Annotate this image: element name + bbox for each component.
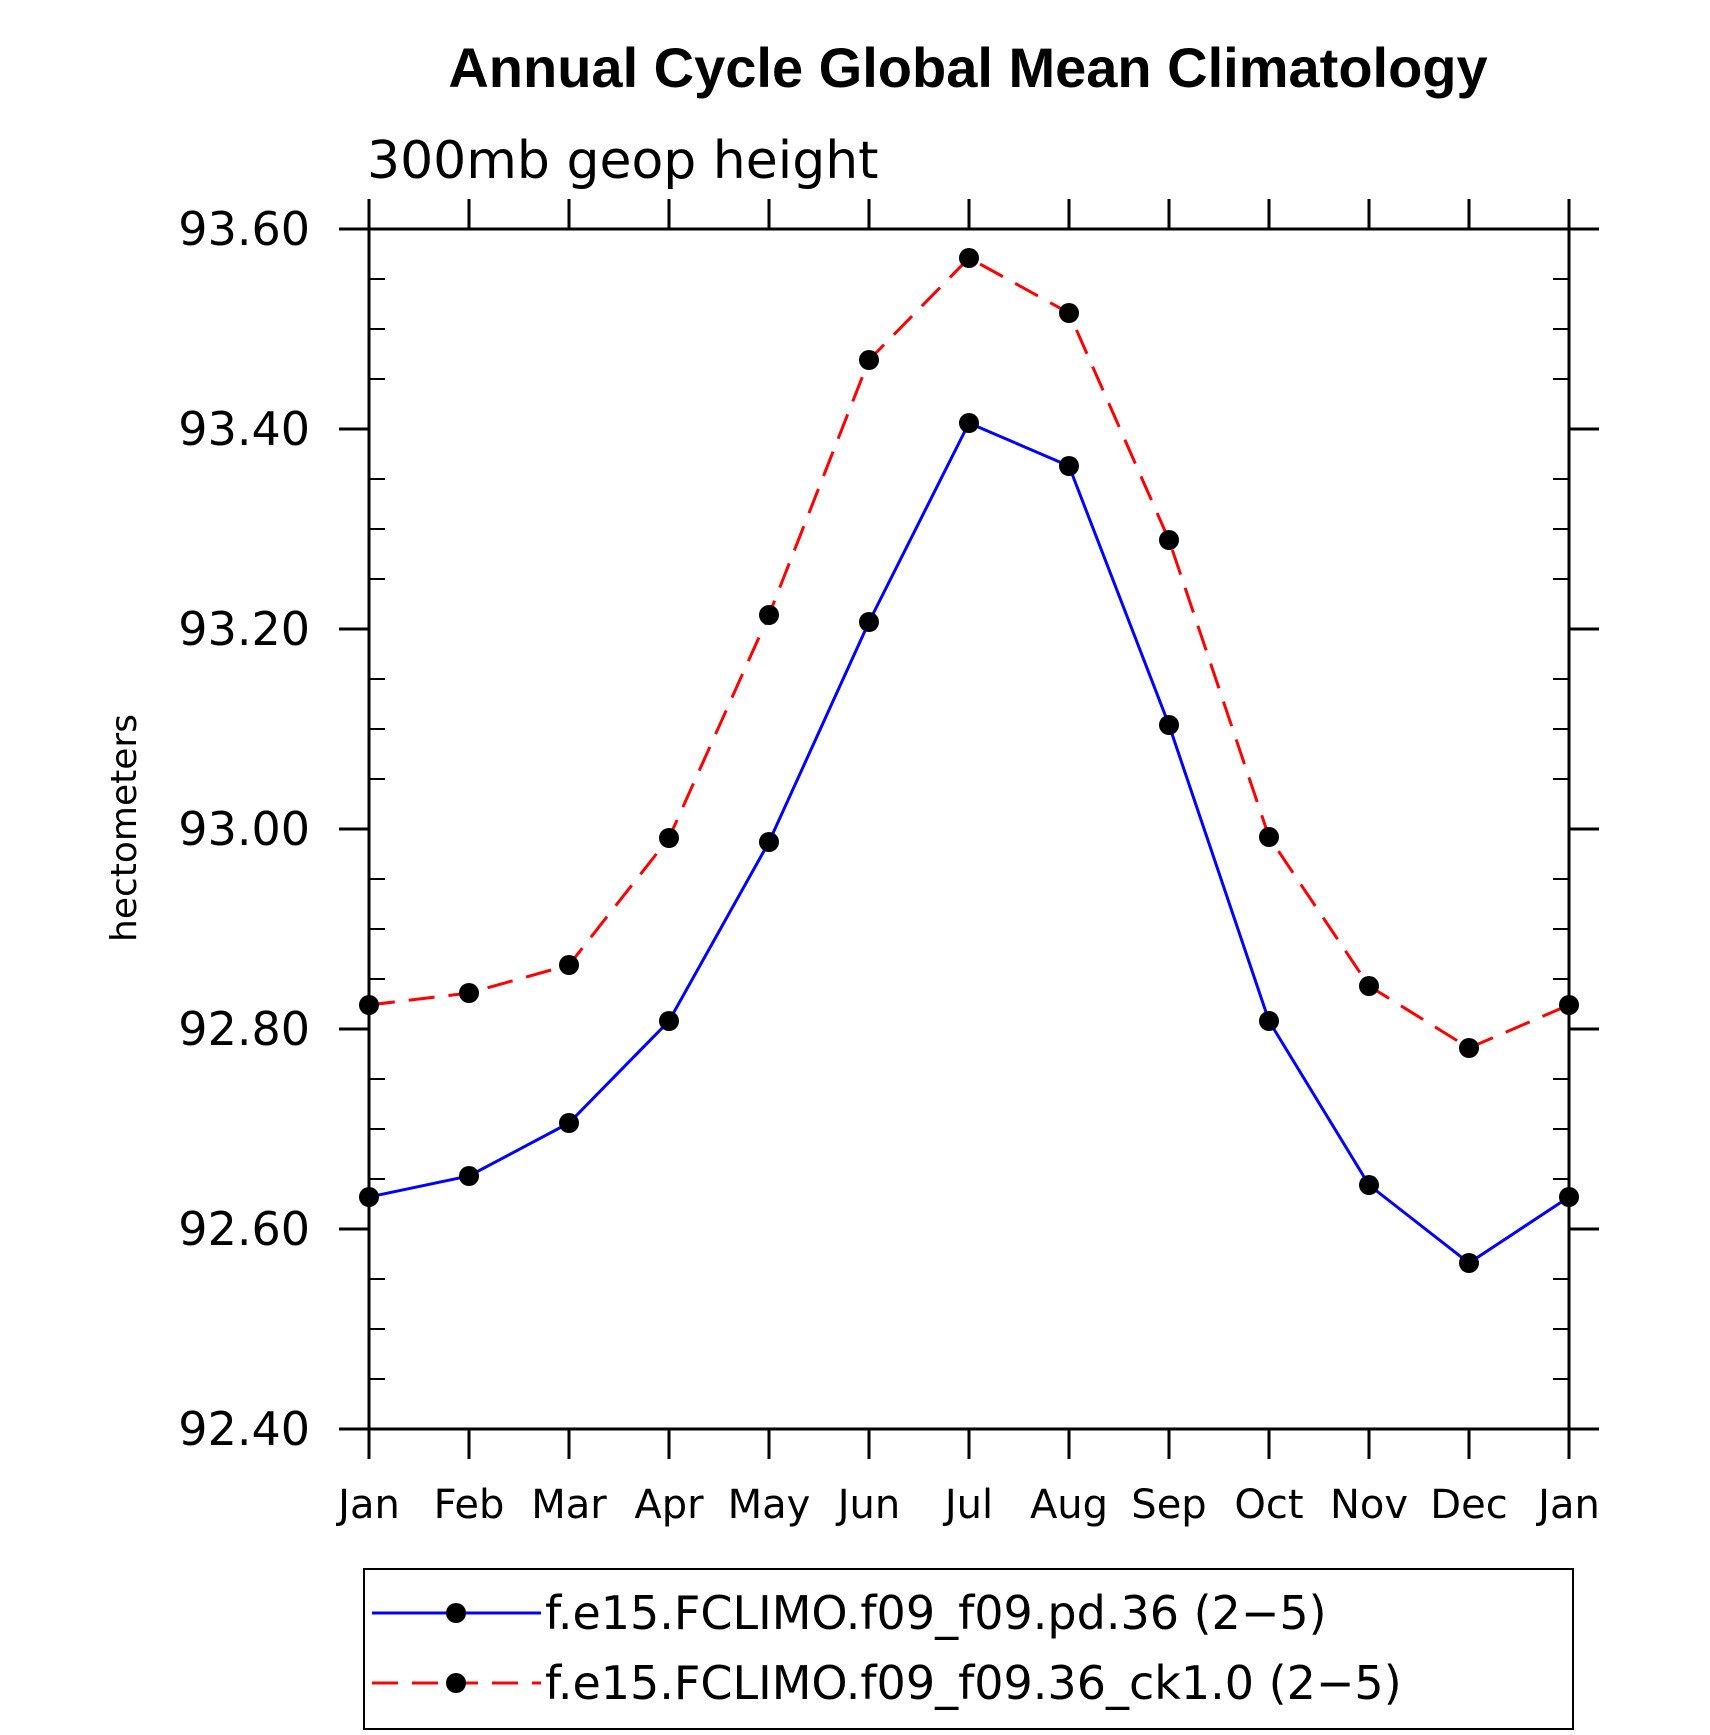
x-tick-label: Jan xyxy=(335,1482,400,1528)
series-2-point xyxy=(1259,827,1279,847)
y-tick-label: 92.40 xyxy=(178,1402,310,1456)
x-tick-label: Apr xyxy=(634,1482,704,1528)
chart-title: Annual Cycle Global Mean Climatology xyxy=(448,36,1487,99)
series-1-point xyxy=(1059,456,1079,476)
y-tick-label: 93.40 xyxy=(178,402,310,456)
y-tick-labels: 92.40 92.60 92.80 93.00 93.20 93.40 93.60 xyxy=(178,202,310,1456)
x-tick-label: Mar xyxy=(531,1482,607,1528)
series-1-point xyxy=(359,1187,379,1207)
series-1-point xyxy=(559,1113,579,1133)
y-tick-label: 93.00 xyxy=(178,802,310,856)
series-1-point xyxy=(959,413,979,433)
y-axis-label: hectometers xyxy=(104,714,145,942)
plot-frame xyxy=(367,227,1571,1431)
series-2-point xyxy=(659,828,679,848)
series-2-point xyxy=(359,995,379,1015)
legend-label-series-2: f.e15.FCLIMO.f09_f09.36_ck1.0 (2−5) xyxy=(545,1656,1402,1710)
series-1-point xyxy=(1359,1175,1379,1195)
series-2-line xyxy=(368,256,1570,1050)
series-1-point xyxy=(1459,1253,1479,1273)
x-tick-label: Sep xyxy=(1131,1482,1206,1528)
series-1-point xyxy=(459,1166,479,1186)
series-2-point xyxy=(559,955,579,975)
series-1-point xyxy=(659,1011,679,1031)
x-tick-labels: Jan Feb Mar Apr May Jun Jul Aug Sep Oct Nov Dec Jan xyxy=(335,1482,1600,1528)
series-2-point xyxy=(1459,1038,1479,1058)
series-1-line xyxy=(368,421,1570,1265)
x-tick-label: Dec xyxy=(1430,1482,1507,1528)
x-tick-label: Oct xyxy=(1234,1482,1303,1528)
legend-marker-series-1 xyxy=(446,1603,466,1623)
x-tick-label: Feb xyxy=(434,1482,505,1528)
x-tick-label: Jul xyxy=(942,1482,993,1528)
x-tick-label: Jun xyxy=(835,1482,901,1528)
series-2-point xyxy=(859,350,879,370)
legend-marker-series-2 xyxy=(446,1673,466,1693)
y-tick-label: 92.80 xyxy=(178,1002,310,1056)
series-2-point xyxy=(1359,976,1379,996)
legend-box xyxy=(363,1568,1574,1730)
y-tick-label: 92.60 xyxy=(178,1202,310,1256)
series-2-point xyxy=(759,605,779,625)
series-2-point xyxy=(1559,995,1579,1015)
series-1-point xyxy=(1159,715,1179,735)
y-tick-label: 93.60 xyxy=(178,202,310,256)
series-2-point xyxy=(1159,530,1179,550)
series-1-point xyxy=(859,612,879,632)
series-1-point xyxy=(1259,1011,1279,1031)
axis-ticks xyxy=(339,199,1599,1459)
x-tick-label: May xyxy=(728,1482,811,1528)
series-2-point xyxy=(959,248,979,268)
y-tick-label: 93.20 xyxy=(178,602,310,656)
series-2-point xyxy=(1059,303,1079,323)
x-tick-label: Jan xyxy=(1535,1482,1600,1528)
legend: f.e15.FCLIMO.f09_f09.pd.36 (2−5) f.e15.F… xyxy=(363,1568,1574,1730)
series-1-point xyxy=(1559,1187,1579,1207)
series-2-point xyxy=(459,983,479,1003)
legend-label-series-1: f.e15.FCLIMO.f09_f09.pd.36 (2−5) xyxy=(545,1586,1327,1640)
x-tick-label: Aug xyxy=(1030,1482,1108,1528)
series-1-point xyxy=(759,832,779,852)
chart-subtitle: 300mb geop height xyxy=(367,131,879,191)
x-tick-label: Nov xyxy=(1330,1482,1408,1528)
series-layer xyxy=(359,248,1579,1273)
